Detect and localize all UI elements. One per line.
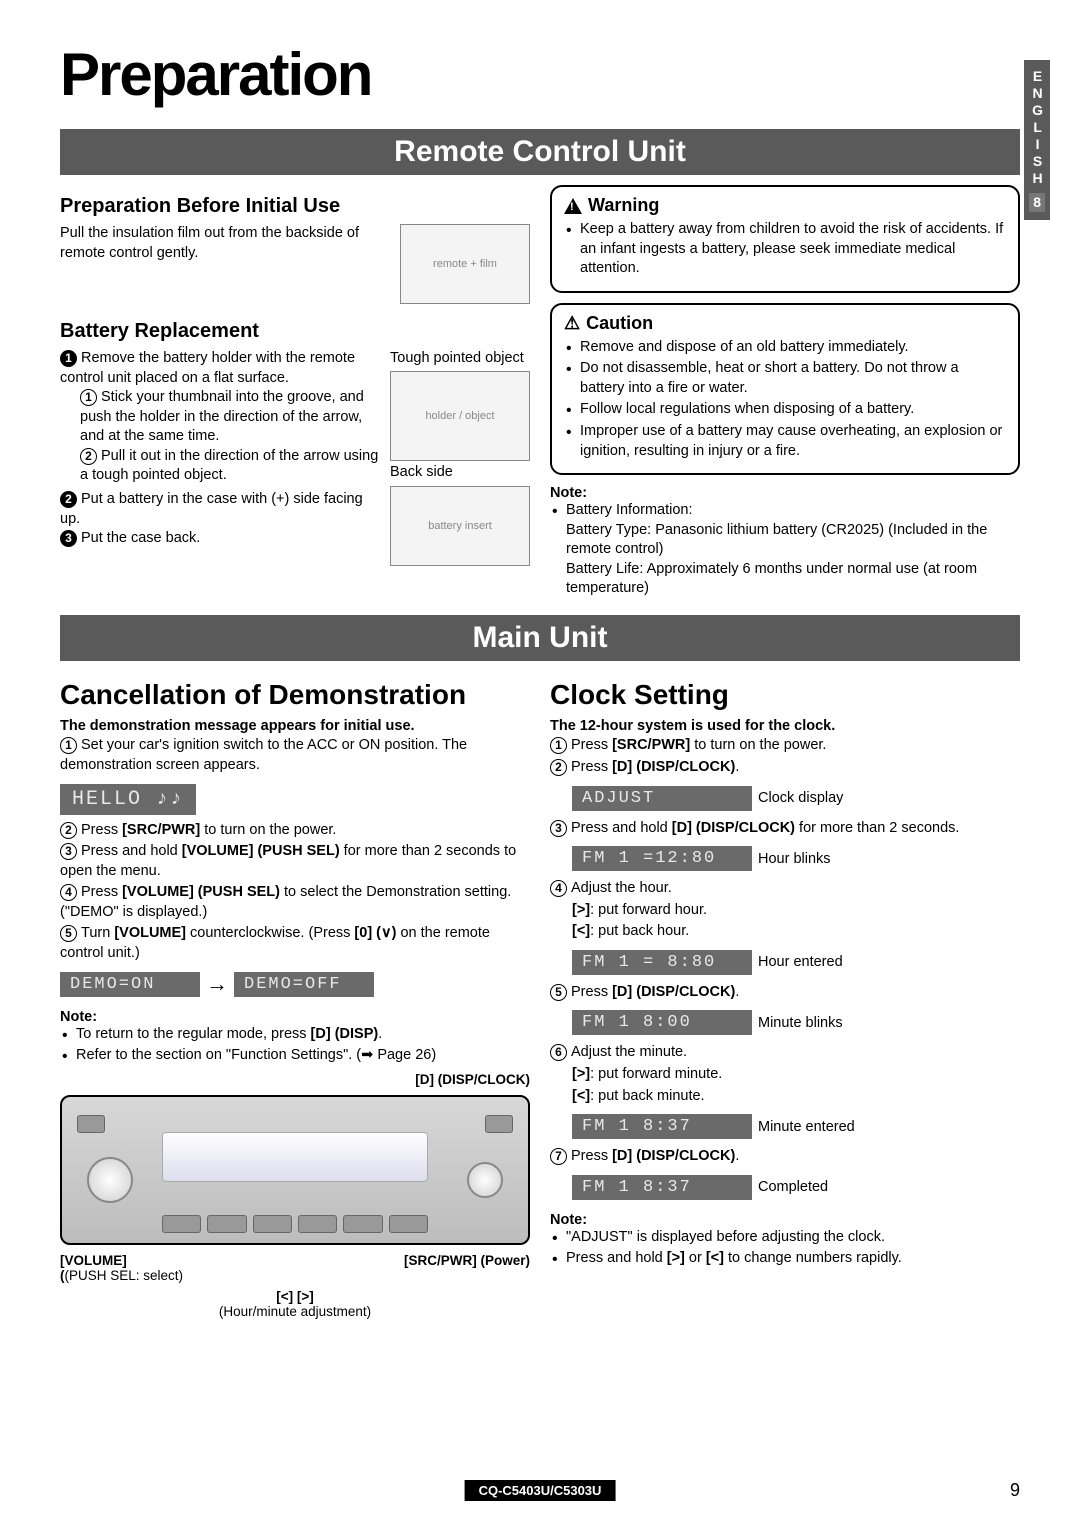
arrow-icon: →	[206, 971, 228, 997]
clock-s6-back: [<]: put back minute.	[550, 1087, 1020, 1107]
page-title: Preparation	[60, 40, 1020, 109]
batt-sub1: 1Stick your thumbnail into the groove, a…	[60, 388, 380, 447]
lcd-fm1-880: FM 1 = 8:80	[572, 950, 752, 975]
lcd-fm1-837b: FM 1 8:37	[572, 1175, 752, 1200]
batt-step1: 1Remove the battery holder with the remo…	[60, 349, 380, 388]
lang-letters: ENGLISH	[1029, 68, 1044, 187]
stereo-screen	[162, 1132, 428, 1182]
clock-note-label: Note:	[550, 1212, 1020, 1228]
warning-box: Warning Keep a battery away from childre…	[550, 185, 1020, 293]
lcd-hello: HELLO ♪♪	[60, 784, 196, 815]
clock-note1: "ADJUST" is displayed before adjusting t…	[550, 1228, 1020, 1248]
preset-btn	[298, 1215, 337, 1233]
lcd-fm1-800: FM 1 8:00	[572, 1010, 752, 1035]
clock-s6: 6Adjust the minute.	[550, 1043, 1020, 1063]
volume-knob	[87, 1157, 133, 1203]
warning-item: Keep a battery away from children to avo…	[564, 220, 1006, 279]
demo-msg: The demonstration message appears for in…	[60, 717, 530, 737]
demo-s5: 5Turn [VOLUME] counterclockwise. (Press …	[60, 924, 530, 963]
remote-left-col: Preparation Before Initial Use Pull the …	[60, 185, 530, 601]
language-tab: ENGLISH 8	[1024, 60, 1050, 220]
warning-icon	[564, 198, 582, 214]
lbl-minblinks: Minute blinks	[758, 1015, 843, 1031]
caution-item-3: Follow local regulations when disposing …	[564, 400, 1006, 420]
illus-insulation: remote + film	[400, 224, 530, 304]
prep-text: Pull the insulation film out from the ba…	[60, 224, 390, 304]
batt-head: Battery Replacement	[60, 320, 530, 343]
demo-s2: 2Press [SRC/PWR] to turn on the power.	[60, 821, 530, 841]
demo-s4: 4Press [VOLUME] (PUSH SEL) to select the…	[60, 883, 530, 922]
lcd-adjust: ADJUST	[572, 786, 752, 811]
lcd-fm1-1280: FM 1 =12:80	[572, 846, 752, 871]
clock-sub: The 12-hour system is used for the clock…	[550, 717, 1020, 737]
clock-head: Clock Setting	[550, 679, 1020, 711]
lcd-demo-on: DEMO=ON	[60, 972, 200, 997]
batt-sub2: 2Pull it out in the direction of the arr…	[60, 447, 380, 486]
illus-holder: holder / object	[390, 371, 530, 461]
chev-label: [<] [>] (Hour/minute adjustment)	[60, 1289, 530, 1319]
illus-battery: battery insert	[390, 486, 530, 566]
cancel-head: Cancellation of Demonstration	[60, 679, 530, 711]
clock-note2: Press and hold [>] or [<] to change numb…	[550, 1249, 1020, 1269]
clock-col: Clock Setting The 12-hour system is used…	[550, 671, 1020, 1319]
cancel-demo-col: Cancellation of Demonstration The demons…	[60, 671, 530, 1319]
preset-btn	[389, 1215, 428, 1233]
prep-head: Preparation Before Initial Use	[60, 195, 530, 218]
note-body: Battery Information: Battery Type: Panas…	[550, 501, 1020, 599]
section-remote-bar: Remote Control Unit	[60, 129, 1020, 175]
lbl-hourentered: Hour entered	[758, 954, 843, 970]
remote-right-col: Warning Keep a battery away from childre…	[550, 185, 1020, 601]
preset-btn	[162, 1215, 201, 1233]
band-knob	[467, 1162, 503, 1198]
volume-label: [VOLUME] ((PUSH SEL: select)	[60, 1253, 183, 1283]
batt-step2: 2Put a battery in the case with (+) side…	[60, 490, 380, 529]
clock-s3: 3Press and hold [D] (DISP/CLOCK) for mor…	[550, 819, 1020, 839]
srcpwr-label: [SRC/PWR] (Power)	[404, 1253, 530, 1283]
caution-title: ⚠Caution	[564, 313, 1006, 334]
lbl-completed: Completed	[758, 1179, 828, 1195]
warning-title: Warning	[564, 195, 1006, 216]
clock-s7: 7Press [D] (DISP/CLOCK).	[550, 1147, 1020, 1167]
caution-item-4: Improper use of a battery may cause over…	[564, 422, 1006, 461]
tilt-btn	[485, 1115, 513, 1133]
footer-model: CQ-C5403U/C5303U	[465, 1480, 616, 1501]
demo-note-label: Note:	[60, 1009, 530, 1025]
lbl-minentered: Minute entered	[758, 1119, 855, 1135]
clock-s1: 1Press [SRC/PWR] to turn on the power.	[550, 736, 1020, 756]
caution-box: ⚠Caution Remove and dispose of an old ba…	[550, 303, 1020, 475]
demo-s1: 1Set your car's ignition switch to the A…	[60, 736, 530, 775]
clock-s5: 5Press [D] (DISP/CLOCK).	[550, 983, 1020, 1003]
disp-clock-callout: [D] (DISP/CLOCK)	[60, 1072, 530, 1087]
footer-pagenum: 9	[1010, 1480, 1020, 1501]
car-stereo-illus	[60, 1095, 530, 1245]
section-main-bar: Main Unit	[60, 615, 1020, 661]
clock-s4-back: [<]: put back hour.	[550, 922, 1020, 942]
caution-item-2: Do not disassemble, heat or short a batt…	[564, 359, 1006, 398]
clock-s6-fwd: [>]: put forward minute.	[550, 1065, 1020, 1085]
preset-btn	[253, 1215, 292, 1233]
clock-s4-fwd: [>]: put forward hour.	[550, 901, 1020, 921]
demo-note2: Refer to the section on "Function Settin…	[60, 1046, 530, 1066]
lbl-clockdisp: Clock display	[758, 790, 843, 806]
illus-label1: Tough pointed object	[390, 349, 530, 369]
demo-note1: To return to the regular mode, press [D]…	[60, 1025, 530, 1045]
demo-s3: 3Press and hold [VOLUME] (PUSH SEL) for …	[60, 842, 530, 881]
lcd-demo-off: DEMO=OFF	[234, 972, 374, 997]
lang-page: 8	[1029, 193, 1045, 212]
lcd-fm1-837a: FM 1 8:37	[572, 1114, 752, 1139]
mute-btn	[77, 1115, 105, 1133]
illus-label2: Back side	[390, 463, 530, 483]
lbl-hourblinks: Hour blinks	[758, 851, 831, 867]
preset-btn	[207, 1215, 246, 1233]
clock-s2: 2Press [D] (DISP/CLOCK).	[550, 758, 1020, 778]
caution-item-1: Remove and dispose of an old battery imm…	[564, 338, 1006, 358]
note-label: Note:	[550, 485, 1020, 501]
preset-btn	[343, 1215, 382, 1233]
clock-s4: 4Adjust the hour.	[550, 879, 1020, 899]
batt-step3: 3Put the case back.	[60, 529, 380, 549]
